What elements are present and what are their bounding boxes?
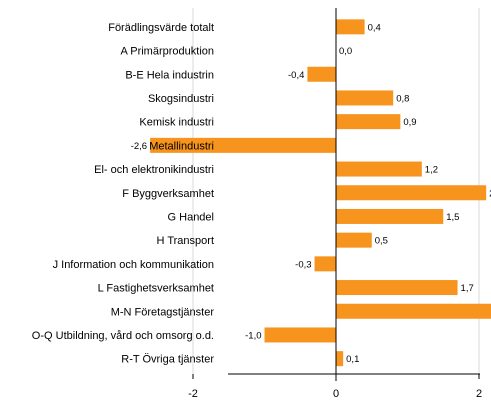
value-label: -1,0 — [245, 330, 261, 341]
bar — [150, 137, 336, 153]
category-label: H Transport — [157, 235, 214, 247]
bar — [336, 19, 365, 35]
bar — [264, 327, 336, 343]
bar — [314, 256, 336, 272]
bar — [336, 351, 344, 367]
value-label: 1,7 — [461, 283, 474, 294]
category-label: B-E Hela industrin — [125, 69, 214, 81]
value-label: 0,4 — [368, 22, 381, 33]
category-label: Metallindustri — [149, 140, 214, 152]
value-label: 1,5 — [446, 212, 459, 223]
value-label: -0,3 — [295, 259, 311, 270]
value-label: 0,1 — [346, 354, 359, 365]
category-label: Kemisk industri — [139, 117, 214, 129]
category-label: Skogsindustri — [148, 93, 214, 105]
bars — [150, 19, 491, 367]
bar — [336, 185, 487, 201]
x-tick-labels: -2 0 2 — [188, 388, 482, 400]
bar — [336, 161, 422, 177]
value-label: 1,2 — [425, 165, 438, 176]
category-label: A Primärproduktion — [120, 46, 214, 58]
category-label: O-Q Utbildning, vård och omsorg o.d. — [32, 330, 214, 342]
category-label: F Byggverksamhet — [122, 188, 214, 200]
axes — [192, 8, 480, 381]
value-label: -0,4 — [288, 70, 304, 81]
category-label: G Handel — [168, 211, 214, 223]
bar — [307, 66, 336, 82]
bar — [336, 280, 458, 296]
category-label: L Fastighetsverksamhet — [98, 283, 214, 295]
bar — [336, 90, 394, 106]
x-tick-label: 0 — [333, 388, 339, 400]
category-label: Förädlingsvärde totalt — [108, 22, 214, 34]
value-label: 0,5 — [375, 236, 388, 247]
category-label: J Information och kommunikation — [53, 259, 214, 271]
category-label: M-N Företagstjänster — [111, 306, 215, 318]
value-label: 0,0 — [339, 46, 352, 57]
category-label: R-T Övriga tjänster — [121, 354, 214, 366]
category-label: El- och elektronikindustri — [94, 164, 214, 176]
x-tick-label: 2 — [476, 388, 482, 400]
category-labels: Förädlingsvärde totalt A Primärproduktion… — [32, 22, 215, 366]
value-label: 0,8 — [396, 93, 409, 104]
x-tick-label: -2 — [188, 388, 198, 400]
bar — [336, 303, 491, 319]
value-label: 2,1 — [489, 188, 491, 199]
bar — [336, 232, 372, 248]
value-label: -2,6 — [131, 141, 147, 152]
value-label: 0,9 — [403, 117, 416, 128]
bar — [336, 208, 444, 224]
value-labels: 0,40,0-0,40,80,9-2,61,22,11,50,5-0,31,73… — [131, 22, 491, 365]
bar — [336, 114, 401, 130]
